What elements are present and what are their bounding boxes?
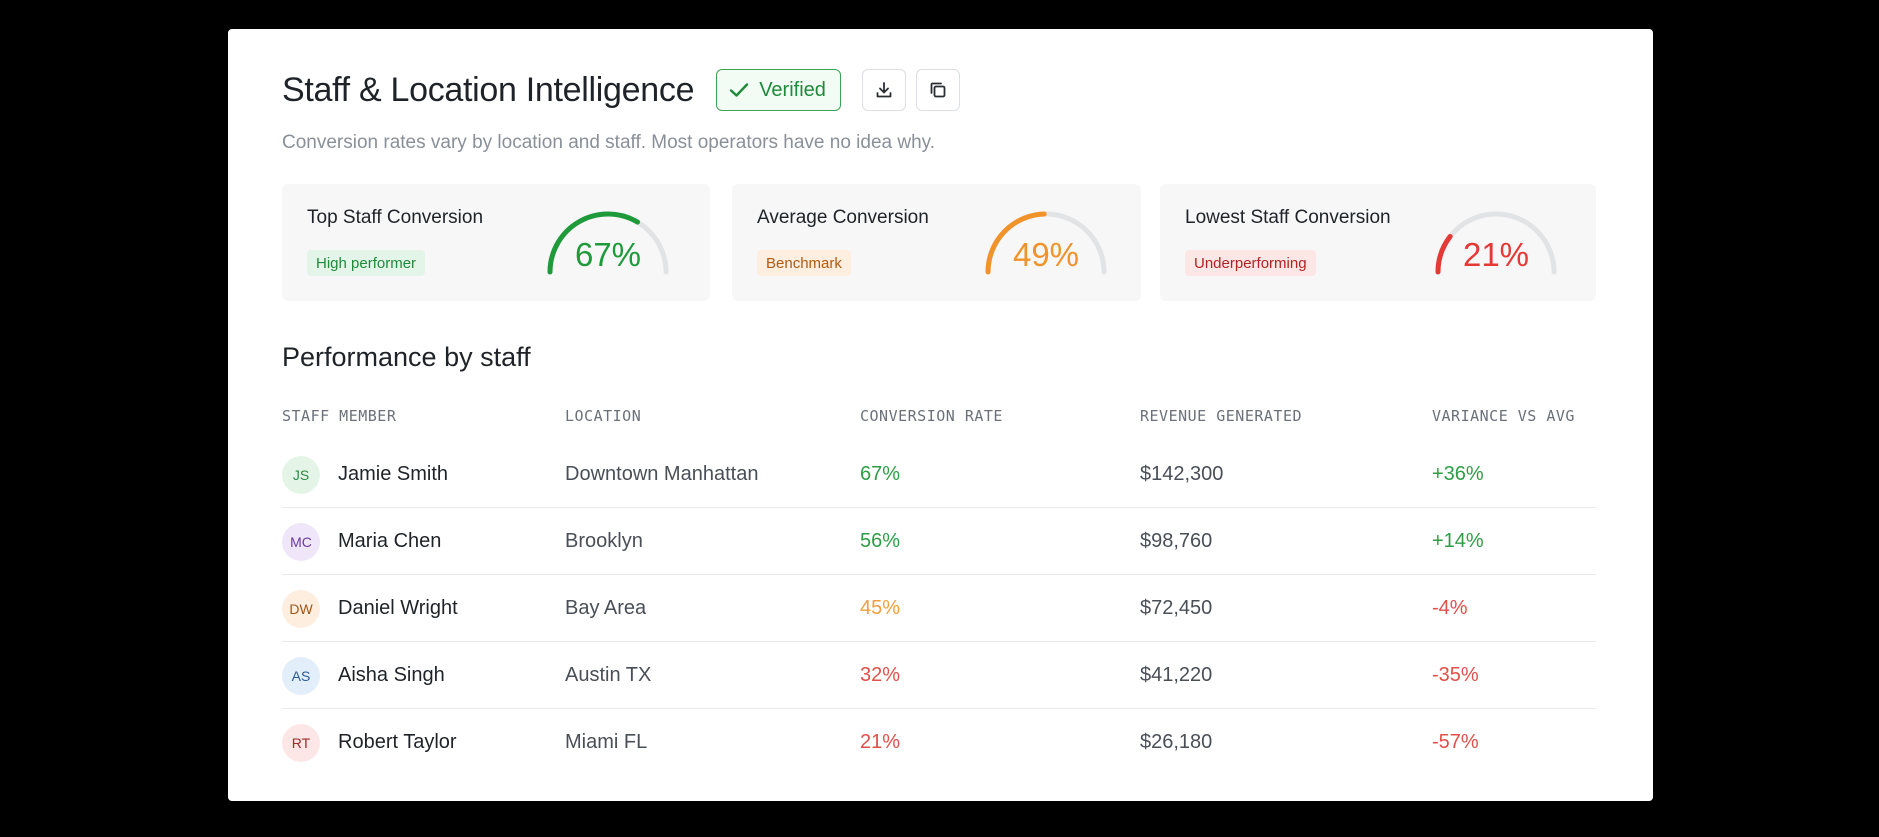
conversion-rate-cell: 45% [860, 597, 901, 619]
staff-table: JS Jamie Smith Downtown Manhattan 67% $1… [282, 441, 1596, 776]
gauge-value: 67% [574, 236, 642, 273]
gauge-value: 21% [1462, 236, 1530, 273]
check-icon [729, 83, 749, 97]
location-cell: Bay Area [565, 597, 647, 619]
variance-cell: +36% [1432, 463, 1484, 485]
conversion-rate-cell: 32% [860, 664, 901, 686]
revenue-cell: $72,450 [1140, 597, 1213, 619]
revenue-cell: $26,180 [1140, 731, 1213, 753]
conversion-rate-cell: 21% [860, 731, 901, 753]
avatar: AS [282, 656, 320, 695]
metric-badge: Benchmark [757, 250, 851, 276]
revenue-cell: $41,220 [1140, 664, 1213, 686]
variance-cell: +14% [1432, 530, 1484, 552]
copy-button[interactable] [915, 69, 960, 111]
staff-cell: DW Daniel Wright [282, 575, 458, 642]
column-header-staff: STAFF MEMBER [282, 407, 397, 425]
column-header-location: LOCATION [565, 407, 642, 425]
location-cell: Brooklyn [565, 530, 643, 552]
avatar: RT [282, 723, 320, 762]
page-subtitle: Conversion rates vary by location and st… [282, 132, 936, 153]
avatar: DW [282, 589, 320, 628]
staff-name: Robert Taylor [338, 731, 457, 753]
metric-badge: High performer [307, 250, 426, 276]
download-icon [876, 82, 892, 98]
card-header: Staff & Location Intelligence Verified [282, 68, 970, 112]
gauge-fill [547, 211, 641, 275]
gauge-fill [985, 211, 1047, 275]
page-title: Staff & Location Intelligence [282, 70, 695, 109]
table-row[interactable]: RT Robert Taylor Miami FL 21% $26,180 -5… [282, 709, 1596, 776]
metric-cards: Top Staff Conversion High performer 67% … [282, 184, 1596, 301]
table-row[interactable]: AS Aisha Singh Austin TX 32% $41,220 -35… [282, 642, 1596, 709]
revenue-cell: $98,760 [1140, 530, 1213, 552]
staff-cell: MC Maria Chen [282, 508, 441, 575]
gauge [1435, 211, 1557, 275]
table-row[interactable]: DW Daniel Wright Bay Area 45% $72,450 -4… [282, 575, 1596, 642]
metric-label: Average Conversion [757, 207, 929, 228]
staff-cell: JS Jamie Smith [282, 441, 448, 508]
column-header-conversion: CONVERSION RATE [860, 407, 1003, 425]
verified-label: Verified [759, 78, 826, 101]
avatar: JS [282, 455, 320, 494]
column-header-variance: VARIANCE VS AVG [1432, 407, 1575, 425]
staff-name: Daniel Wright [338, 597, 458, 619]
staff-name: Maria Chen [338, 530, 442, 552]
metric-card-top: Top Staff Conversion High performer 67% [282, 184, 710, 301]
location-cell: Miami FL [565, 731, 648, 753]
section-title: Performance by staff [282, 342, 531, 372]
column-header-revenue: REVENUE GENERATED [1140, 407, 1303, 425]
conversion-rate-cell: 67% [860, 463, 901, 485]
staff-name: Aisha Singh [338, 664, 445, 686]
gauge-fill [1435, 233, 1453, 275]
gauge [985, 211, 1107, 275]
table-row[interactable]: JS Jamie Smith Downtown Manhattan 67% $1… [282, 441, 1596, 508]
download-button[interactable] [861, 69, 906, 111]
revenue-cell: $142,300 [1140, 463, 1224, 485]
conversion-rate-cell: 56% [860, 530, 901, 552]
metric-card-lowest: Lowest Staff Conversion Underperforming … [1160, 184, 1596, 301]
table-row[interactable]: MC Maria Chen Brooklyn 56% $98,760 +14% [282, 508, 1596, 575]
variance-cell: -57% [1432, 731, 1479, 753]
location-cell: Austin TX [565, 664, 652, 686]
staff-cell: AS Aisha Singh [282, 642, 445, 709]
gauge [547, 211, 669, 275]
intelligence-card: Staff & Location Intelligence Verified C… [228, 29, 1653, 801]
location-cell: Downtown Manhattan [565, 463, 759, 485]
table-header: STAFF MEMBER LOCATION CONVERSION RATE RE… [282, 407, 1596, 427]
staff-name: Jamie Smith [338, 463, 449, 485]
avatar: MC [282, 522, 320, 561]
variance-cell: -35% [1432, 664, 1479, 686]
copy-icon [930, 82, 946, 98]
metric-card-average: Average Conversion Benchmark 49% [732, 184, 1141, 301]
verified-badge: Verified [716, 69, 841, 111]
staff-cell: RT Robert Taylor [282, 709, 457, 776]
metric-label: Lowest Staff Conversion [1185, 207, 1391, 228]
metric-label: Top Staff Conversion [307, 207, 484, 228]
metric-badge: Underperforming [1185, 250, 1316, 276]
gauge-value: 49% [1012, 236, 1080, 273]
variance-cell: -4% [1432, 597, 1468, 619]
